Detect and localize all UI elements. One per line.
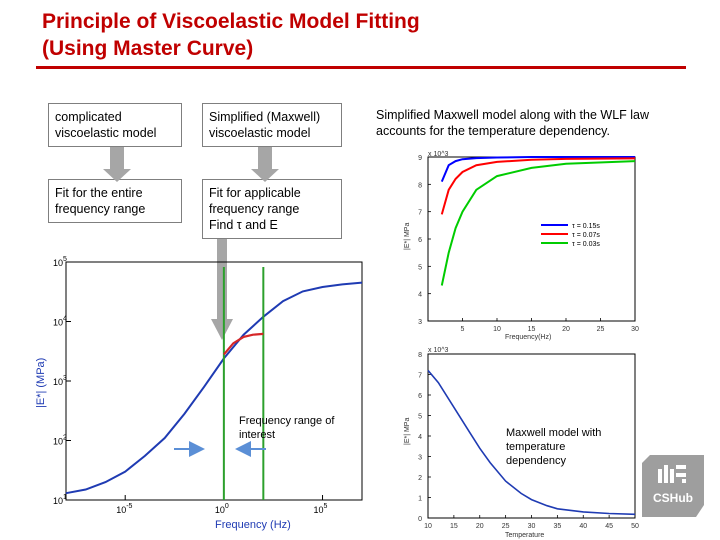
- tau-legend-label-0: τ = 0.15s: [572, 223, 600, 230]
- temp-ytick-label-7: 7: [418, 373, 422, 380]
- tau-chart-xlabel: Frequency(Hz): [505, 334, 551, 341]
- master-ytick-label-3: 104: [53, 316, 67, 328]
- temp-ytick-label-1: 1: [418, 496, 422, 503]
- master-curve-line: [65, 281, 363, 495]
- tau-xtick-label-0: 5: [461, 326, 465, 333]
- title-line-2: (Using Master Curve): [42, 37, 254, 60]
- temp-xtick-label-4: 30: [528, 523, 536, 530]
- temperature-chart-ylabel: |E*| MPa: [404, 418, 411, 445]
- tau-ytick-label-4: 7: [418, 210, 422, 217]
- temp-xtick-label-7: 45: [605, 523, 613, 530]
- tau-ytick-label-5: 8: [418, 182, 422, 189]
- tau-ytick-label-3: 6: [418, 237, 422, 244]
- maxwell-temperature-text: Maxwell model with temperature dependenc…: [506, 427, 602, 467]
- temp-xtick-label-6: 40: [579, 523, 587, 530]
- cshub-logo-mark: CSHub: [642, 455, 704, 517]
- master-xlabel: Frequency (Hz): [215, 519, 291, 531]
- temp-xtick-label-0: 10: [424, 523, 432, 530]
- title-underline: [36, 66, 686, 69]
- tau-series-2: [440, 160, 636, 286]
- temp-ytick-label-3: 3: [418, 455, 422, 462]
- master-curve-chart: 10-5 100 105 101 102 103 104 105 Frequency (Hz)…: [35, 256, 363, 531]
- fit-applicable-text-2: frequency range: [209, 202, 300, 216]
- temp-xtick-label-8: 50: [631, 523, 639, 530]
- cshub-logo: CSHub: [642, 455, 704, 517]
- wlf-note: Simplified Maxwell model along with the …: [376, 107, 696, 139]
- maxwell-fit-line: [223, 332, 264, 356]
- temperature-curve-line: [427, 369, 636, 516]
- temp-ytick-label-5: 5: [418, 414, 422, 421]
- master-xtick-label-0: 10-5: [116, 503, 132, 515]
- temp-xtick-label-5: 35: [553, 523, 561, 530]
- title-line-1: Principle of Viscoelastic Model Fitting: [42, 10, 420, 33]
- master-ylabel: |E*| (MPa): [35, 358, 47, 408]
- master-xtick-label-2: 105: [314, 503, 328, 515]
- tau-legend: τ = 0.15s τ = 0.07s τ = 0.03s: [541, 223, 600, 248]
- tau-legend-label-1: τ = 0.07s: [572, 232, 600, 239]
- temp-ytick-label-4: 4: [418, 434, 422, 441]
- complicated-model-box: complicated viscoelastic model: [48, 103, 182, 147]
- tau-ytick-label-2: 5: [418, 264, 422, 271]
- temp-xtick-label-1: 15: [450, 523, 458, 530]
- temp-ytick-label-0: 0: [418, 516, 422, 523]
- tau-series-0: [440, 156, 635, 182]
- tau-chart-frame: [427, 156, 636, 322]
- temp-ytick-label-6: 6: [418, 393, 422, 400]
- tau-ytick-label-1: 4: [418, 292, 422, 299]
- frequency-interest-label: Frequency range of interest: [239, 414, 339, 442]
- tau-ytick-label-6: 9: [418, 155, 422, 162]
- master-xtick-label-1: 100: [215, 503, 229, 515]
- simplified-model-box: Simplified (Maxwell) viscoelastic model: [202, 103, 342, 147]
- fit-applicable-text-3: Find τ and E: [209, 218, 278, 232]
- fit-entire-text: Fit for the entire frequency range: [55, 186, 146, 216]
- tau-legend-label-2: τ = 0.03s: [572, 241, 600, 248]
- logo-text: CSHub: [653, 491, 693, 505]
- down-arrow-right: [251, 147, 279, 182]
- fit-applicable-box: Fit for applicable frequency range Find …: [202, 179, 342, 239]
- frequency-interest-text: Frequency range of interest: [239, 415, 335, 441]
- temp-xtick-label-3: 25: [502, 523, 510, 530]
- temp-ytick-label-2: 2: [418, 475, 422, 482]
- master-ytick-label-4: 105: [53, 256, 67, 268]
- fit-applicable-text-1: Fit for applicable: [209, 186, 301, 200]
- simplified-model-text: Simplified (Maxwell) viscoelastic model: [209, 110, 321, 140]
- tau-xtick-label-1: 10: [493, 326, 501, 333]
- master-ytick-label-1: 102: [53, 435, 67, 447]
- page-title: Principle of Viscoelastic Model Fitting …: [42, 8, 642, 62]
- tau-chart-ylabel: |E*| MPa: [404, 223, 411, 250]
- tau-xtick-label-2: 15: [528, 326, 536, 333]
- tau-xtick-label-3: 20: [562, 326, 570, 333]
- temp-ytick-label-8: 8: [418, 352, 422, 359]
- tau-series-1: [440, 157, 636, 215]
- tau-ytick-label-0: 3: [418, 319, 422, 326]
- maxwell-temperature-label: Maxwell model with temperature dependenc…: [506, 426, 606, 468]
- tau-xtick-label-4: 25: [597, 326, 605, 333]
- master-chart-frame: [65, 261, 363, 501]
- fit-entire-box: Fit for the entire frequency range: [48, 179, 182, 223]
- down-arrow-to-fit: [211, 239, 233, 340]
- master-ytick-label-0: 101: [53, 494, 67, 506]
- tau-chart-multiplier: x 10^3: [428, 151, 449, 158]
- complicated-model-text: complicated viscoelastic model: [55, 110, 157, 140]
- temperature-chart-xlabel: Temperature: [505, 532, 544, 539]
- temp-xtick-label-2: 20: [476, 523, 484, 530]
- tau-xtick-label-5: 30: [631, 326, 639, 333]
- temperature-chart-multiplier: x 10^3: [428, 347, 449, 354]
- master-ytick-label-2: 103: [53, 375, 67, 387]
- wlf-note-text: Simplified Maxwell model along with the …: [376, 108, 650, 138]
- down-arrow-left: [103, 147, 131, 182]
